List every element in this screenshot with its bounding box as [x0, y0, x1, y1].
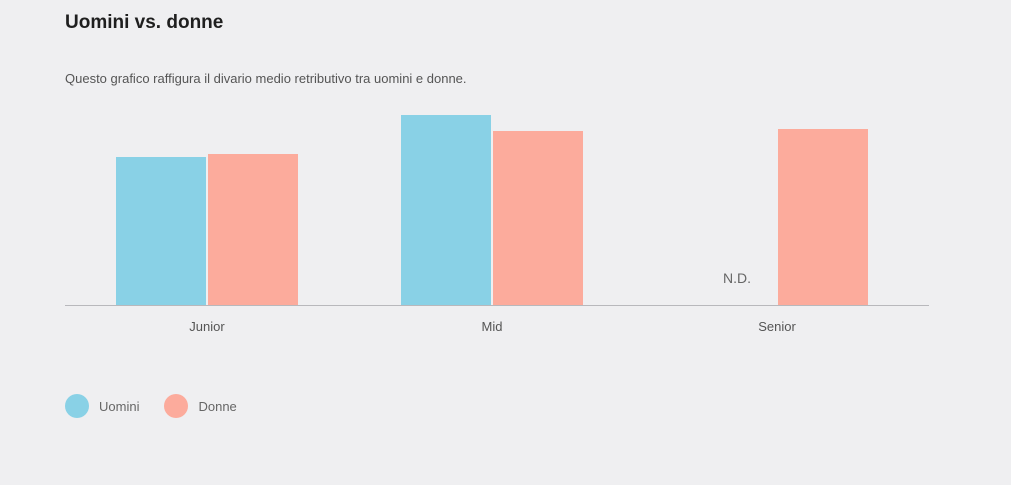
legend-item-donne[interactable]: Donne [164, 394, 237, 418]
legend-item-uomini[interactable]: Uomini [65, 394, 139, 418]
chart-subtitle: Questo grafico raffigura il divario medi… [65, 71, 467, 86]
x-tick-label-senior: Senior [758, 319, 796, 334]
missing-value-label: N.D. [723, 270, 751, 286]
bar-uomini-mid[interactable] [401, 115, 491, 305]
bar-donne-mid[interactable] [493, 131, 583, 305]
legend-label-donne: Donne [198, 398, 237, 414]
chart-title: Uomini vs. donne [65, 12, 224, 33]
bar-chart: N.D. Junior Mid Senior [65, 115, 929, 334]
legend-label-uomini: Uomini [99, 398, 140, 414]
legend-swatch-donne [164, 394, 189, 418]
legend-swatch-uomini [65, 394, 89, 418]
bar-uomini-junior[interactable] [116, 157, 206, 305]
bar-donne-junior[interactable] [208, 154, 298, 305]
bar-donne-senior[interactable] [778, 129, 868, 305]
x-tick-label-mid: Mid [482, 319, 503, 334]
chart-legend: Uomini Donne [65, 394, 262, 418]
x-tick-label-junior: Junior [189, 319, 225, 334]
